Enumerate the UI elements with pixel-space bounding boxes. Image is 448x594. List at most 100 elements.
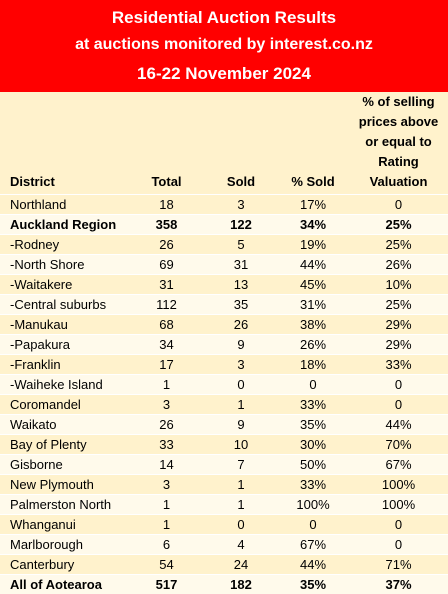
- cell-pct-sold: 44%: [277, 255, 349, 275]
- cell-pct-above-rv: 33%: [349, 355, 448, 375]
- cell-pct-above-rv: 10%: [349, 275, 448, 295]
- cell-total: 1: [128, 375, 205, 395]
- cell-total: 17: [128, 355, 205, 375]
- cell-sold: 7: [205, 455, 277, 475]
- cell-total: 3: [128, 395, 205, 415]
- cell-pct-sold: 31%: [277, 295, 349, 315]
- cell-pct-sold: 19%: [277, 235, 349, 255]
- cell-district: Northland: [0, 195, 128, 215]
- cell-pct-above-rv: 29%: [349, 315, 448, 335]
- cell-total: 18: [128, 195, 205, 215]
- cell-total: 68: [128, 315, 205, 335]
- cell-pct-above-rv: 0: [349, 535, 448, 555]
- cell-pct-sold: 0: [277, 515, 349, 535]
- cell-pct-above-rv: 44%: [349, 415, 448, 435]
- cell-district: New Plymouth: [0, 475, 128, 495]
- cell-pct-above-rv: 29%: [349, 335, 448, 355]
- cell-pct-above-rv: 0: [349, 515, 448, 535]
- cell-pct-above-rv: 37%: [349, 575, 448, 594]
- cell-pct-above-rv: 25%: [349, 235, 448, 255]
- cell-pct-sold: 34%: [277, 215, 349, 235]
- cell-sold: 5: [205, 235, 277, 255]
- cell-pct-sold: 45%: [277, 275, 349, 295]
- cell-pct-sold: 100%: [277, 495, 349, 515]
- column-header-total: Total: [128, 92, 205, 195]
- cell-sold: 122: [205, 215, 277, 235]
- cell-sold: 24: [205, 555, 277, 575]
- report-subtitle: at auctions monitored by interest.co.nz: [0, 36, 448, 54]
- cell-sold: 4: [205, 535, 277, 555]
- cell-sold: 3: [205, 355, 277, 375]
- cell-sold: 1: [205, 475, 277, 495]
- cell-district: Gisborne: [0, 455, 128, 475]
- column-header-pct-sold: % Sold: [277, 92, 349, 195]
- cell-total: 1: [128, 495, 205, 515]
- cell-district: Bay of Plenty: [0, 435, 128, 455]
- cell-pct-above-rv: 67%: [349, 455, 448, 475]
- cell-total: 6: [128, 535, 205, 555]
- cell-district: Marlborough: [0, 535, 128, 555]
- cell-district: -Franklin: [0, 355, 128, 375]
- cell-district: Waikato: [0, 415, 128, 435]
- cell-total: 517: [128, 575, 205, 594]
- cell-sold: 0: [205, 515, 277, 535]
- cell-sold: 182: [205, 575, 277, 594]
- cell-pct-sold: 50%: [277, 455, 349, 475]
- cell-sold: 1: [205, 495, 277, 515]
- cell-total: 69: [128, 255, 205, 275]
- cell-total: 1: [128, 515, 205, 535]
- cell-pct-sold: 44%: [277, 555, 349, 575]
- cell-total: 3: [128, 475, 205, 495]
- cell-pct-above-rv: 0: [349, 195, 448, 215]
- cell-total: 14: [128, 455, 205, 475]
- cell-sold: 3: [205, 195, 277, 215]
- cell-total: 358: [128, 215, 205, 235]
- cell-pct-sold: 17%: [277, 195, 349, 215]
- cell-pct-above-rv: 0: [349, 395, 448, 415]
- cell-total: 26: [128, 235, 205, 255]
- cell-sold: 0: [205, 375, 277, 395]
- cell-sold: 10: [205, 435, 277, 455]
- cell-district: -North Shore: [0, 255, 128, 275]
- cell-sold: 31: [205, 255, 277, 275]
- report-header: Residential Auction Results at auctions …: [0, 0, 448, 92]
- column-header-pct-above-rv: % of selling prices above or equal to Ra…: [349, 92, 448, 195]
- cell-total: 34: [128, 335, 205, 355]
- cell-district: Coromandel: [0, 395, 128, 415]
- cell-pct-above-rv: 25%: [349, 295, 448, 315]
- cell-pct-sold: 35%: [277, 415, 349, 435]
- cell-total: 112: [128, 295, 205, 315]
- cell-pct-sold: 26%: [277, 335, 349, 355]
- table-header-row: District Total Sold % Sold % of selling …: [0, 92, 448, 195]
- column-header-district: District: [0, 92, 128, 195]
- cell-total: 26: [128, 415, 205, 435]
- cell-sold: 9: [205, 335, 277, 355]
- cell-pct-above-rv: 26%: [349, 255, 448, 275]
- cell-district: All of Aotearoa: [0, 575, 128, 594]
- cell-pct-sold: 67%: [277, 535, 349, 555]
- cell-total: 54: [128, 555, 205, 575]
- auction-results-table: District Total Sold % Sold % of selling …: [0, 92, 448, 594]
- report-date-range: 16-22 November 2024: [0, 64, 448, 84]
- cell-sold: 1: [205, 395, 277, 415]
- report-title: Residential Auction Results: [0, 8, 448, 28]
- cell-district: -Central suburbs: [0, 295, 128, 315]
- cell-sold: 26: [205, 315, 277, 335]
- cell-district: Whanganui: [0, 515, 128, 535]
- cell-district: -Papakura: [0, 335, 128, 355]
